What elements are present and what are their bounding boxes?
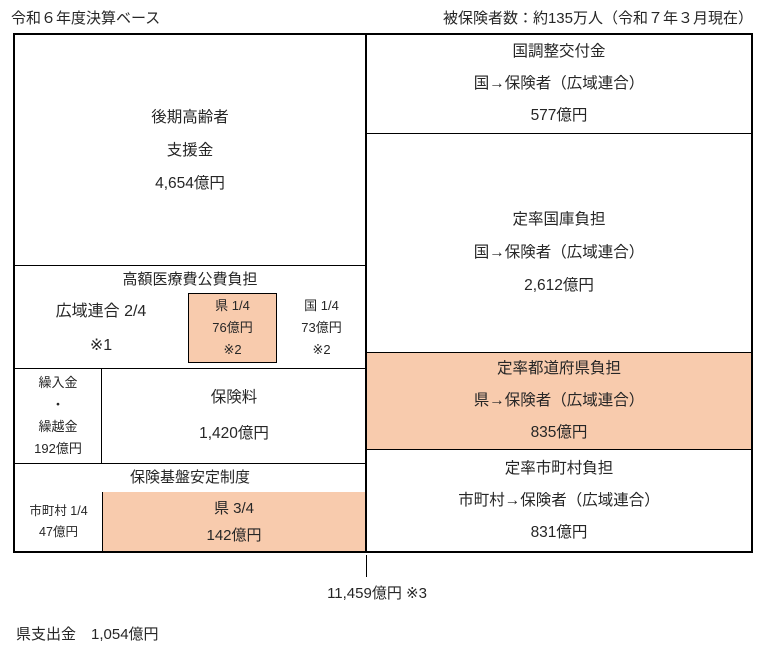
box-municipal-burden: 定率市町村負担 市町村→保険者（広域連合） 831億円 [367,450,751,551]
cell-national-quarter-line: 国 1/4 [304,298,339,313]
total-connector-line [366,555,367,577]
cell-prefecture-three-quarter-line: 県 3/4 [213,499,255,517]
diagram-table: 後期高齢者 支援金 4,654億円 高額医療費公費負担 広域連合 2/4 ※1 … [13,33,753,553]
box-national-treasury-burden: 定率国庫負担 国→保険者（広域連合） 2,612億円 [367,134,751,352]
high-cost-medical-title: 高額医療費公費負担 [122,271,258,288]
prefectural-burden-flow: 県→保険者（広域連合） [473,392,645,409]
cell-carryover-line: 繰入金 [38,375,78,390]
national-adjustment-grant-amount: 577億円 [530,107,588,124]
prefecture-expenditure-note: 県支出金 1,054億円 [16,626,159,643]
prefectural-burden-title: 定率都道府県負担 [496,360,621,377]
cell-union-share-line: 広域連合 2/4 [55,303,147,320]
cell-national-quarter-amount: 73億円 [301,320,342,335]
cell-prefecture-three-quarter-amount: 142億円 [206,526,262,544]
municipal-burden-flow: 市町村→保険者（広域連合） [458,491,660,509]
cell-national-quarter-share: 国 1/4 73億円 ※2 [278,293,365,363]
fiscal-year-note: 令和６年度決算ベース [11,10,161,27]
base-stabilization-title: 保険基盤安定制度 [129,469,250,486]
cell-prefecture-quarter-amount: 76億円 [212,320,253,335]
total-amount-label: 11,459億円 ※3 [327,585,427,602]
cell-union-share-note: ※1 [89,337,113,354]
cell-carryover-line: 繰越金 [38,419,78,434]
insured-count-note: 被保険者数：約135万人（令和７年３月現在） [442,10,753,27]
cell-prefecture-quarter-share: 県 1/4 76億円 ※2 [188,293,277,363]
cell-insurance-premiums-amount: 1,420億円 [199,425,269,442]
cell-prefecture-quarter-line: 県 1/4 [215,298,250,313]
box-elderly-support-fund-line: 支援金 [166,141,214,159]
cell-municipal-quarter-amount: 47億円 [39,524,78,539]
box-elderly-support-fund-line: 後期高齢者 [151,108,229,126]
national-treasury-burden-flow: 国→保険者（広域連合） [473,243,645,261]
municipal-burden-title: 定率市町村負担 [504,459,614,477]
national-treasury-burden-title: 定率国庫負担 [512,210,606,228]
cell-municipal-quarter-line: 市町村 1/4 [29,503,88,518]
cell-insurance-premiums-line: 保険料 [210,389,258,406]
cell-carryover-amount: 192億円 [34,441,82,456]
column-divider-line [365,35,367,551]
national-treasury-burden-amount: 2,612億円 [524,276,594,294]
cell-municipal-quarter-share: 市町村 1/4 47億円 [15,492,102,551]
cell-union-share: 広域連合 2/4 ※1 [15,292,187,366]
cell-prefecture-quarter-note: ※2 [223,342,242,357]
box-national-adjustment-grant: 国調整交付金 国→保険者（広域連合） 577億円 [367,35,751,134]
national-adjustment-grant-flow: 国→保険者（広域連合） [473,75,645,92]
cell-carryover-dot: ・ [51,397,65,412]
prefectural-burden-amount: 835億円 [530,424,588,441]
box-high-cost-medical: 高額医療費公費負担 広域連合 2/4 ※1 県 1/4 76億円 ※2 国 1/… [15,266,365,369]
cell-insurance-premiums: 保険料 1,420億円 [103,369,365,463]
box-base-stabilization: 保険基盤安定制度 市町村 1/4 47億円 県 3/4 142億円 [15,464,365,551]
municipal-burden-amount: 831億円 [530,523,588,541]
cell-carryover-funds: 繰入金 ・ 繰越金 192億円 [15,369,102,463]
box-premium-row: 繰入金 ・ 繰越金 192億円 保険料 1,420億円 [15,369,365,464]
box-prefectural-burden: 定率都道府県負担 県→保険者（広域連合） 835億円 [367,352,751,450]
box-elderly-support-fund: 後期高齢者 支援金 4,654億円 [15,35,365,266]
box-elderly-support-fund-amount: 4,654億円 [155,174,225,192]
cell-national-quarter-note: ※2 [312,342,331,357]
national-adjustment-grant-title: 国調整交付金 [512,43,606,60]
cell-prefecture-three-quarter-share: 県 3/4 142億円 [102,492,365,551]
